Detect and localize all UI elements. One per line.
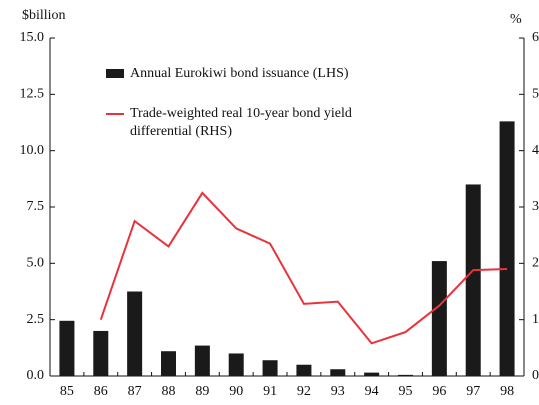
x-tick-label: 89 <box>195 384 209 399</box>
bar <box>398 374 413 376</box>
y2-tick-label: 3 <box>532 199 539 214</box>
bar <box>262 360 278 376</box>
y-tick-label: 2.5 <box>27 312 45 327</box>
bar <box>465 184 481 376</box>
bar <box>194 345 210 376</box>
y-tick-label: 7.5 <box>27 199 45 214</box>
y-tick-label: 0.0 <box>27 368 45 383</box>
x-tick-label: 90 <box>229 384 243 399</box>
bar <box>127 291 143 376</box>
x-tick-label: 92 <box>297 384 311 399</box>
x-tick-label: 97 <box>466 384 480 399</box>
y2-tick-label: 1 <box>532 312 539 327</box>
bar <box>330 369 346 376</box>
y-tick-label: 10.0 <box>20 143 45 158</box>
legend-label: Trade-weighted real 10-year bond yield di… <box>130 106 352 139</box>
bar <box>59 320 75 376</box>
y-tick-label: 12.5 <box>20 87 45 102</box>
bar <box>499 121 515 376</box>
y2-tick-label: 4 <box>532 143 539 158</box>
x-tick-label: 95 <box>399 384 413 399</box>
x-tick-label: 93 <box>331 384 345 399</box>
bar <box>228 353 244 376</box>
bar <box>296 364 312 376</box>
x-tick-label: 87 <box>128 384 142 399</box>
x-tick-label: 85 <box>60 384 74 399</box>
bar <box>364 372 380 376</box>
bar <box>431 261 447 376</box>
legend-swatch <box>106 69 124 78</box>
bar <box>161 351 176 376</box>
x-tick-label: 98 <box>500 384 514 399</box>
y2-tick-label: 6 <box>532 30 539 45</box>
legend-label: Annual Eurokiwi bond issuance (LHS) <box>130 66 349 81</box>
y-tick-label: 5.0 <box>27 256 45 271</box>
x-tick-label: 86 <box>94 384 108 399</box>
y2-axis-label: % <box>510 12 522 27</box>
x-tick-label: 96 <box>432 384 446 399</box>
y2-tick-label: 2 <box>532 256 539 271</box>
y-tick-label: 15.0 <box>20 30 45 45</box>
x-tick-label: 91 <box>263 384 277 399</box>
line <box>99 191 508 345</box>
y2-tick-label: 5 <box>532 87 539 102</box>
bar <box>93 330 109 376</box>
x-tick-label: 94 <box>365 384 379 399</box>
y-axis-label: $billion <box>22 8 66 23</box>
y2-tick-label: 0 <box>532 368 539 383</box>
x-tick-label: 88 <box>162 384 176 399</box>
